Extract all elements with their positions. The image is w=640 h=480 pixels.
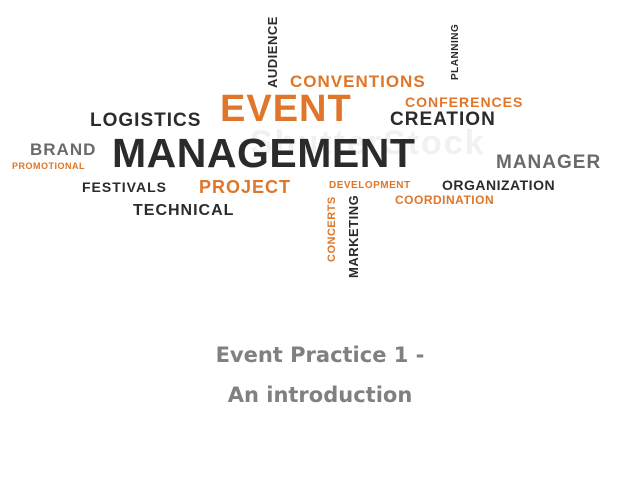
word-creation: CREATION	[390, 109, 496, 130]
word-planning: PLANNING	[450, 23, 461, 80]
word-organization: ORGANIZATION	[442, 177, 556, 193]
word-promotional: PROMOTIONAL	[12, 161, 85, 171]
word-conventions: CONVENTIONS	[290, 72, 426, 91]
word-management: MANAGEMENT	[112, 130, 416, 176]
word-logistics: LOGISTICS	[90, 110, 202, 131]
word-coordination: COORDINATION	[395, 193, 495, 207]
word-brand: BRAND	[30, 140, 97, 159]
slide-title-line1: Event Practice 1 -	[215, 343, 425, 367]
slide-title-line2: An introduction	[227, 383, 413, 407]
word-concerts: CONCERTS	[326, 196, 338, 262]
word-development: DEVELOPMENT	[329, 180, 411, 191]
word-cloud-image: ShutterStock AUDIENCE PLANNING CONVENTIO…	[12, 16, 602, 278]
word-technical: TECHNICAL	[133, 202, 235, 219]
word-project: PROJECT	[199, 177, 292, 197]
word-event: EVENT	[220, 88, 352, 130]
watermark: ShutterStock	[250, 124, 486, 162]
word-festivals: FESTIVALS	[82, 179, 167, 195]
word-audience: AUDIENCE	[265, 16, 280, 88]
word-marketing: MARKETING	[346, 194, 361, 278]
word-conferences: CONFERENCES	[405, 94, 524, 110]
word-manager: MANAGER	[496, 152, 602, 173]
